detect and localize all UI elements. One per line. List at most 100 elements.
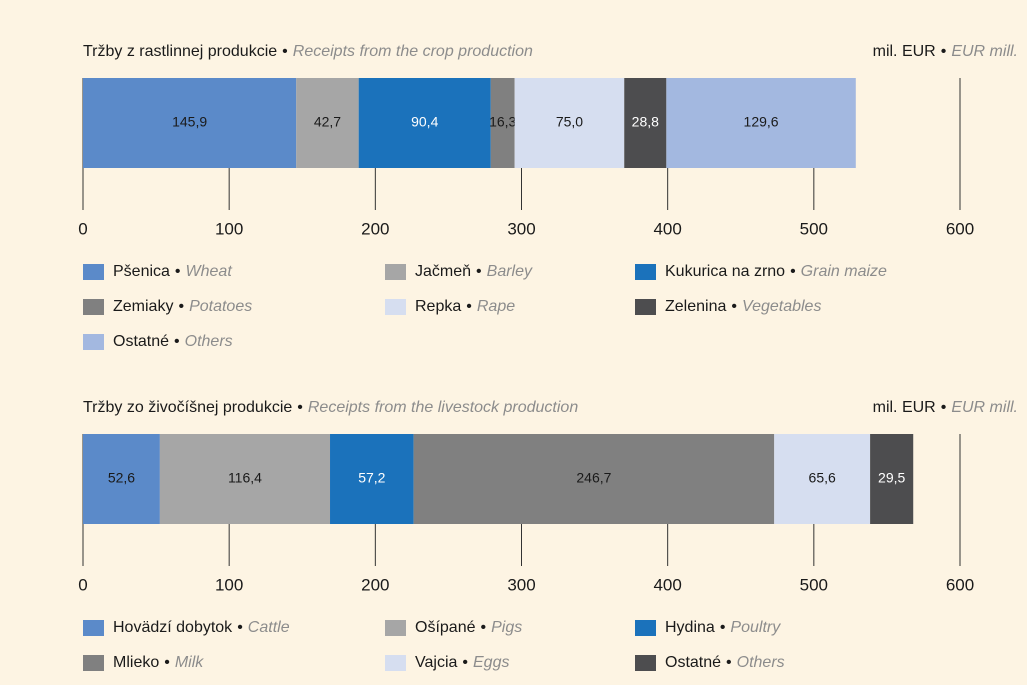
legend-label: Ostatné • Others: [113, 333, 233, 350]
legend-name: Ostatné: [665, 654, 721, 671]
separator: •: [720, 619, 726, 636]
x-tick-label: 600: [946, 219, 974, 238]
data-label: 129,6: [744, 114, 779, 130]
data-label: 246,7: [576, 470, 611, 486]
data-label: 42,7: [314, 114, 341, 130]
legend-swatch: [83, 620, 104, 636]
legend-name-en: Pigs: [491, 619, 522, 636]
bar-segment: [296, 78, 359, 168]
title-sk: Tržby zo živočíšnej produkcie: [83, 399, 292, 416]
legend-swatch: [385, 264, 406, 280]
legend-swatch: [83, 334, 104, 350]
separator: •: [462, 654, 468, 671]
legend-swatch: [83, 655, 104, 671]
x-tick-label: 300: [507, 219, 535, 238]
separator: •: [178, 298, 184, 315]
legend-name-en: Grain maize: [801, 263, 887, 280]
data-label: 75,0: [556, 114, 583, 130]
legend-label: Hydina • Poultry: [665, 619, 781, 636]
legend-name: Kukurica na zrno: [665, 263, 785, 280]
bar-segment: [83, 434, 160, 524]
bar-segment: [159, 434, 331, 524]
chart-title: Tržby z rastlinnej produkcie • Receipts fr…: [83, 43, 533, 60]
legend-name: Zemiaky: [113, 298, 173, 315]
x-tick-label: 100: [215, 575, 243, 594]
legend-name: Jačmeň: [415, 263, 471, 280]
legend-label: Mlieko • Milk: [113, 654, 204, 671]
separator: •: [726, 654, 732, 671]
legend-label: Kukurica na zrno • Grain maize: [665, 263, 887, 280]
separator: •: [174, 333, 180, 350]
separator: •: [282, 43, 288, 60]
x-tick-label: 0: [78, 575, 87, 594]
legend-name: Ostatné: [113, 333, 169, 350]
title-en: Receipts from the livestock production: [308, 399, 578, 416]
legend-name: Zelenina: [665, 298, 726, 315]
legend-label: Ošípané • Pigs: [415, 619, 522, 636]
legend-swatch: [635, 299, 656, 315]
x-tick-label: 400: [653, 219, 681, 238]
separator: •: [731, 298, 737, 315]
x-tick-label: 200: [361, 575, 389, 594]
legend-name-en: Milk: [175, 654, 204, 671]
separator: •: [941, 43, 947, 60]
legend-swatch: [635, 655, 656, 671]
legend-name-en: Poultry: [730, 619, 781, 636]
legend-swatch: [83, 264, 104, 280]
separator: •: [175, 263, 181, 280]
separator: •: [297, 399, 303, 416]
unit-en: EUR mill.: [951, 43, 1018, 60]
separator: •: [466, 298, 472, 315]
separator: •: [476, 263, 482, 280]
bar-segment: [666, 78, 856, 168]
separator: •: [164, 654, 170, 671]
unit-label: mil. EUR • EUR mill.: [873, 399, 1018, 416]
legend-label: Pšenica • Wheat: [113, 263, 232, 280]
unit-sk: mil. EUR: [873, 43, 936, 60]
legend-name-en: Others: [737, 654, 785, 671]
legend-name-en: Eggs: [473, 654, 509, 671]
legend-name-en: Rape: [477, 298, 515, 315]
legend-label: Zelenina • Vegetables: [665, 298, 821, 315]
x-tick-label: 300: [507, 575, 535, 594]
legend-label: Jačmeň • Barley: [415, 263, 533, 280]
bar-segment: [358, 78, 491, 168]
legend-name: Hovädzí dobytok: [113, 619, 233, 636]
legend-swatch: [385, 620, 406, 636]
legend-label: Hovädzí dobytok • Cattle: [113, 619, 290, 636]
bar-segment: [870, 434, 914, 524]
x-tick-label: 500: [800, 575, 828, 594]
x-tick-label: 0: [78, 219, 87, 238]
legend-name: Repka: [415, 298, 461, 315]
legend-label: Vajcia • Eggs: [415, 654, 509, 671]
bar-segment: [413, 434, 775, 524]
legend-swatch: [83, 299, 104, 315]
data-label: 57,2: [358, 470, 385, 486]
legend-name-en: Potatoes: [189, 298, 252, 315]
title-sk: Tržby z rastlinnej produkcie: [83, 43, 277, 60]
legend-name: Hydina: [665, 619, 715, 636]
legend-name: Ošípané: [415, 619, 476, 636]
unit-label: mil. EUR • EUR mill.: [873, 43, 1018, 60]
separator: •: [790, 263, 796, 280]
legend-swatch: [385, 655, 406, 671]
data-label: 29,5: [878, 470, 905, 486]
title-en: Receipts from the crop production: [293, 43, 533, 60]
data-label: 16,3: [489, 114, 516, 130]
unit-en: EUR mill.: [951, 399, 1018, 416]
x-tick-label: 500: [800, 219, 828, 238]
x-tick-label: 600: [946, 575, 974, 594]
unit-sk: mil. EUR: [873, 399, 936, 416]
data-label: 52,6: [108, 470, 135, 486]
separator: •: [941, 399, 947, 416]
legend-label: Zemiaky • Potatoes: [113, 298, 252, 315]
bar-segment: [624, 78, 667, 168]
legend-name-en: Wheat: [186, 263, 233, 280]
data-label: 90,4: [411, 114, 438, 130]
legend-label: Repka • Rape: [415, 298, 515, 315]
data-label: 65,6: [809, 470, 836, 486]
separator: •: [480, 619, 486, 636]
x-tick-label: 400: [653, 575, 681, 594]
legend-name-en: Cattle: [248, 619, 290, 636]
chart-title: Tržby zo živočíšnej produkcie • Receipts f…: [83, 399, 578, 416]
